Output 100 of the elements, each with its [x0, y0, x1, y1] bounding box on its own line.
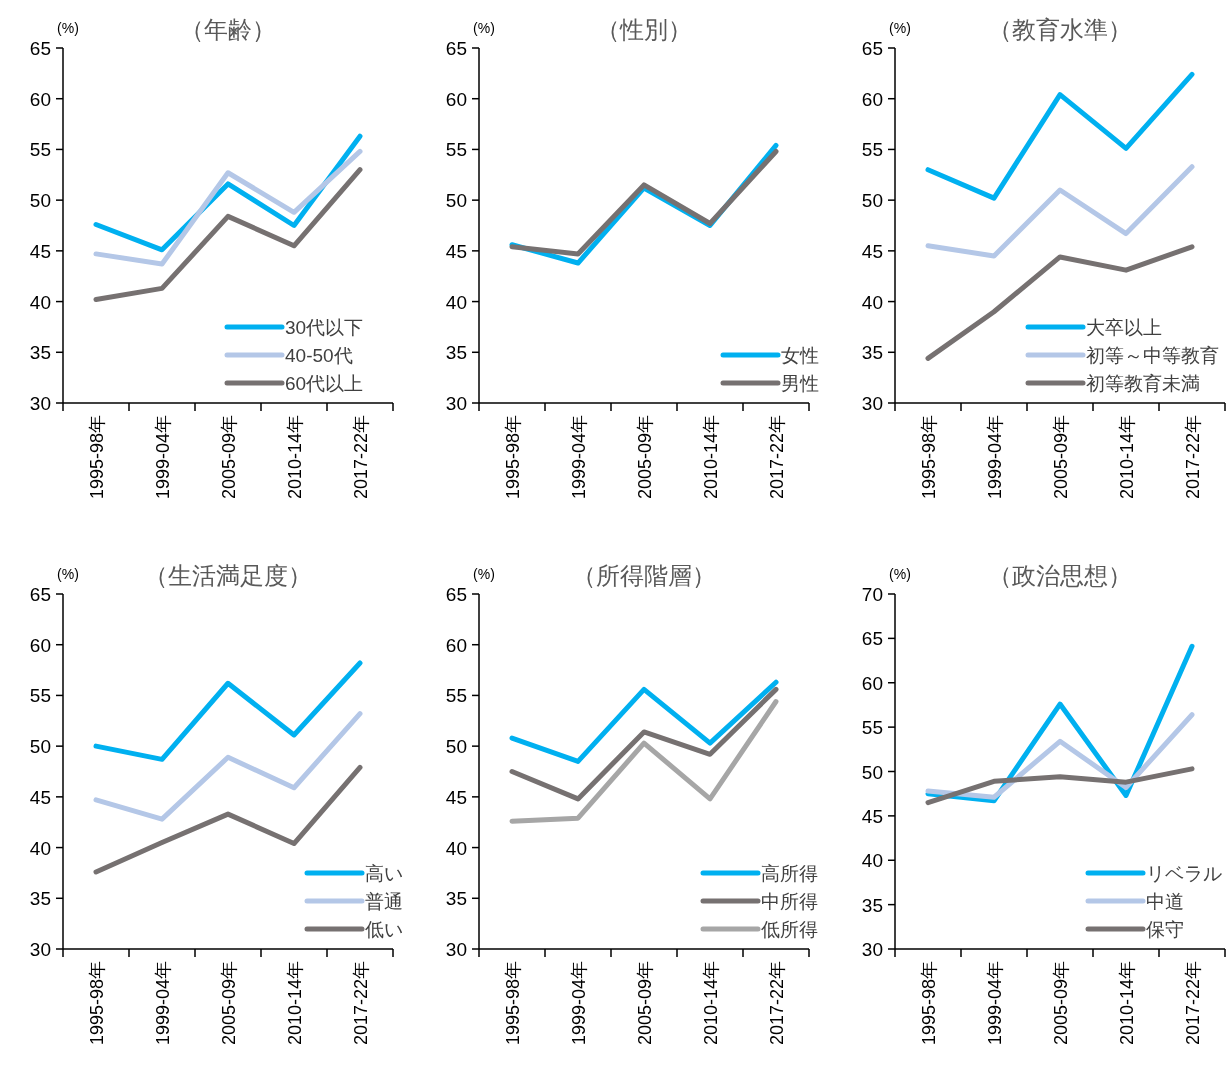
x-tick-label: 2005-09年: [1051, 961, 1071, 1046]
y-tick-label: 35: [29, 888, 51, 910]
legend-label: 保守: [1146, 919, 1184, 940]
x-tick-label: 1995-98年: [87, 415, 107, 500]
x-tick-label: 2005-09年: [219, 961, 239, 1046]
y-tick-label: 45: [29, 786, 51, 808]
y-tick-label: 55: [861, 139, 883, 161]
legend-label: 大卒以上: [1086, 317, 1162, 338]
y-tick-label: 45: [445, 786, 467, 808]
x-tick-label: 2010-14年: [701, 961, 721, 1046]
y-tick-label: 35: [861, 894, 883, 916]
y-tick-label: 50: [445, 736, 467, 758]
y-axis-title: (%): [57, 20, 79, 36]
x-tick-label: 1999-04年: [569, 961, 589, 1046]
y-tick-label: 65: [861, 38, 883, 59]
x-tick-label: 2010-14年: [1117, 961, 1137, 1046]
legend-label: 初等～中等教育: [1086, 345, 1219, 366]
y-tick-label: 55: [861, 717, 883, 739]
legend-label: 60代以上: [285, 373, 364, 394]
y-tick-label: 30: [29, 939, 51, 960]
y-tick-label: 40: [861, 291, 883, 313]
chart-title: （所得階層）: [572, 562, 716, 589]
chart-title: （生活満足度）: [144, 562, 312, 589]
y-tick-label: 60: [861, 672, 883, 694]
y-tick-label: 60: [445, 634, 467, 656]
y-tick-label: 50: [861, 761, 883, 783]
y-axis-title: (%): [889, 20, 911, 36]
y-tick-label: 30: [445, 939, 467, 960]
legend-label: 中所得: [761, 891, 818, 912]
y-tick-label: 40: [445, 837, 467, 859]
x-tick-label: 2010-14年: [701, 415, 721, 500]
x-tick-label: 2017-22年: [767, 415, 787, 500]
y-tick-label: 40: [29, 291, 51, 313]
legend-label: 30代以下: [285, 317, 364, 338]
x-tick-label: 2005-09年: [635, 415, 655, 500]
y-tick-label: 45: [861, 240, 883, 262]
x-tick-label: 2005-09年: [1051, 415, 1071, 500]
y-tick-label: 40: [861, 850, 883, 872]
x-tick-label: 1995-98年: [87, 961, 107, 1046]
x-tick-label: 1995-98年: [503, 961, 523, 1046]
y-tick-label: 50: [29, 190, 51, 212]
y-tick-label: 55: [445, 139, 467, 161]
y-tick-label: 35: [445, 888, 467, 910]
y-tick-label: 55: [445, 685, 467, 707]
chart-title: （政治思想）: [988, 562, 1132, 589]
legend-label: 女性: [781, 345, 819, 366]
y-tick-label: 65: [861, 628, 883, 650]
x-tick-label: 1999-04年: [153, 415, 173, 500]
y-axis-title: (%): [889, 566, 911, 582]
x-tick-label: 1995-98年: [919, 415, 939, 500]
y-tick-label: 50: [445, 190, 467, 212]
x-tick-label: 1999-04年: [985, 415, 1005, 500]
x-tick-label: 1995-98年: [919, 961, 939, 1046]
y-tick-label: 30: [29, 393, 51, 414]
legend-label: 低所得: [761, 919, 818, 940]
y-tick-label: 60: [29, 634, 51, 656]
x-tick-label: 1999-04年: [985, 961, 1005, 1046]
x-tick-label: 2010-14年: [285, 415, 305, 500]
y-tick-label: 50: [29, 736, 51, 758]
y-axis-title: (%): [57, 566, 79, 582]
y-axis-title: (%): [473, 20, 495, 36]
x-tick-label: 2005-09年: [635, 961, 655, 1046]
y-tick-label: 35: [29, 342, 51, 364]
y-tick-label: 45: [29, 240, 51, 262]
y-axis-title: (%): [473, 566, 495, 582]
legend-label: 中道: [1146, 891, 1184, 912]
legend-label: 普通: [365, 891, 403, 912]
chart-title: （年齢）: [180, 16, 276, 43]
x-tick-label: 2017-22年: [767, 961, 787, 1046]
legend-label: 高所得: [761, 863, 818, 884]
y-tick-label: 30: [861, 939, 883, 960]
x-tick-label: 2017-22年: [351, 961, 371, 1046]
y-tick-label: 35: [861, 342, 883, 364]
y-tick-label: 65: [445, 584, 467, 605]
y-tick-label: 40: [445, 291, 467, 313]
y-tick-label: 60: [29, 88, 51, 110]
x-tick-label: 2005-09年: [219, 415, 239, 500]
y-tick-label: 30: [861, 393, 883, 414]
y-tick-label: 60: [861, 88, 883, 110]
y-tick-label: 30: [445, 393, 467, 414]
y-tick-label: 55: [29, 139, 51, 161]
legend-label: 40-50代: [285, 345, 353, 366]
legend-label: 男性: [781, 373, 819, 394]
y-tick-label: 40: [29, 837, 51, 859]
y-tick-label: 65: [29, 38, 51, 59]
y-tick-label: 50: [861, 190, 883, 212]
y-tick-label: 35: [445, 342, 467, 364]
x-tick-label: 2017-22年: [1183, 961, 1203, 1046]
x-tick-label: 1995-98年: [503, 415, 523, 500]
x-tick-label: 2010-14年: [285, 961, 305, 1046]
y-tick-label: 55: [29, 685, 51, 707]
y-tick-label: 45: [445, 240, 467, 262]
y-tick-label: 65: [29, 584, 51, 605]
legend-label: リベラル: [1146, 863, 1222, 884]
x-tick-label: 2017-22年: [351, 415, 371, 500]
legend-label: 初等教育未満: [1086, 373, 1200, 394]
chart-title: （教育水準）: [988, 16, 1132, 43]
x-tick-label: 2017-22年: [1183, 415, 1203, 500]
legend-label: 高い: [365, 863, 403, 884]
x-tick-label: 2010-14年: [1117, 415, 1137, 500]
